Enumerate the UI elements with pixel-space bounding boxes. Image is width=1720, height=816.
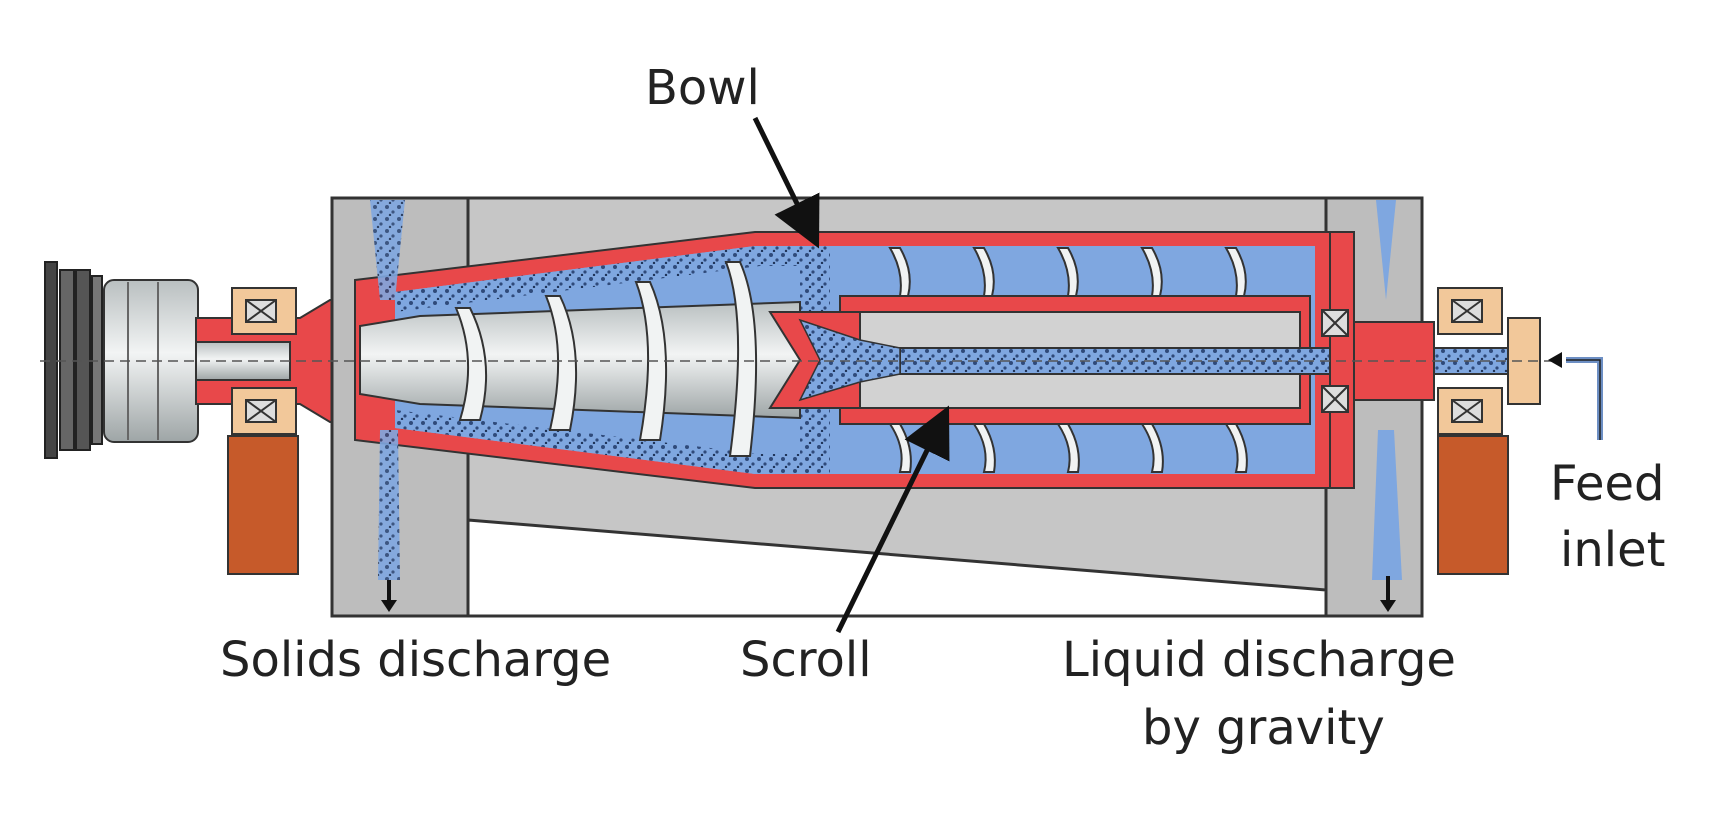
scroll-flight-cylinder [1224, 423, 1248, 473]
scroll-flight-cylinder [972, 423, 996, 473]
right-support [1437, 435, 1509, 575]
label-bowl: Bowl [645, 60, 760, 116]
feed-tube [899, 347, 1541, 375]
feed-inlet-arrow [1548, 352, 1603, 440]
scroll-flight-cone [454, 307, 488, 421]
right-bearing [1437, 287, 1541, 435]
label-liquid-discharge-line2: by gravity [1142, 700, 1385, 756]
label-scroll: Scroll [740, 632, 872, 688]
scroll-flight-cylinder [1056, 247, 1079, 297]
scroll-pointer-arrow [835, 405, 950, 634]
bowl-pointer-arrow [752, 116, 820, 249]
scroll-flight-cylinder [972, 247, 995, 297]
gearbox [103, 279, 199, 443]
scroll-flight-cone [724, 261, 758, 457]
drive-pulley [44, 261, 103, 459]
left-support [227, 435, 299, 575]
label-inlet: inlet [1560, 522, 1665, 578]
label-feed: Feed [1550, 456, 1665, 512]
scroll-flight-cylinder [1140, 423, 1164, 473]
scroll-flight-cone [544, 295, 578, 431]
left-bearing [231, 287, 297, 435]
feed-chamber [798, 318, 901, 402]
label-liquid-discharge-line1: Liquid discharge [1062, 632, 1456, 688]
scroll-flight-cylinder [1140, 247, 1163, 297]
liquid-discharge-flow [1372, 200, 1402, 612]
scroll-flight-cylinder [1224, 247, 1247, 297]
label-solids-discharge: Solids discharge [220, 632, 611, 688]
scroll-flight-cylinder [888, 247, 911, 297]
scroll-flight-cylinder [1056, 423, 1080, 473]
solids-discharge-flow [370, 200, 405, 612]
